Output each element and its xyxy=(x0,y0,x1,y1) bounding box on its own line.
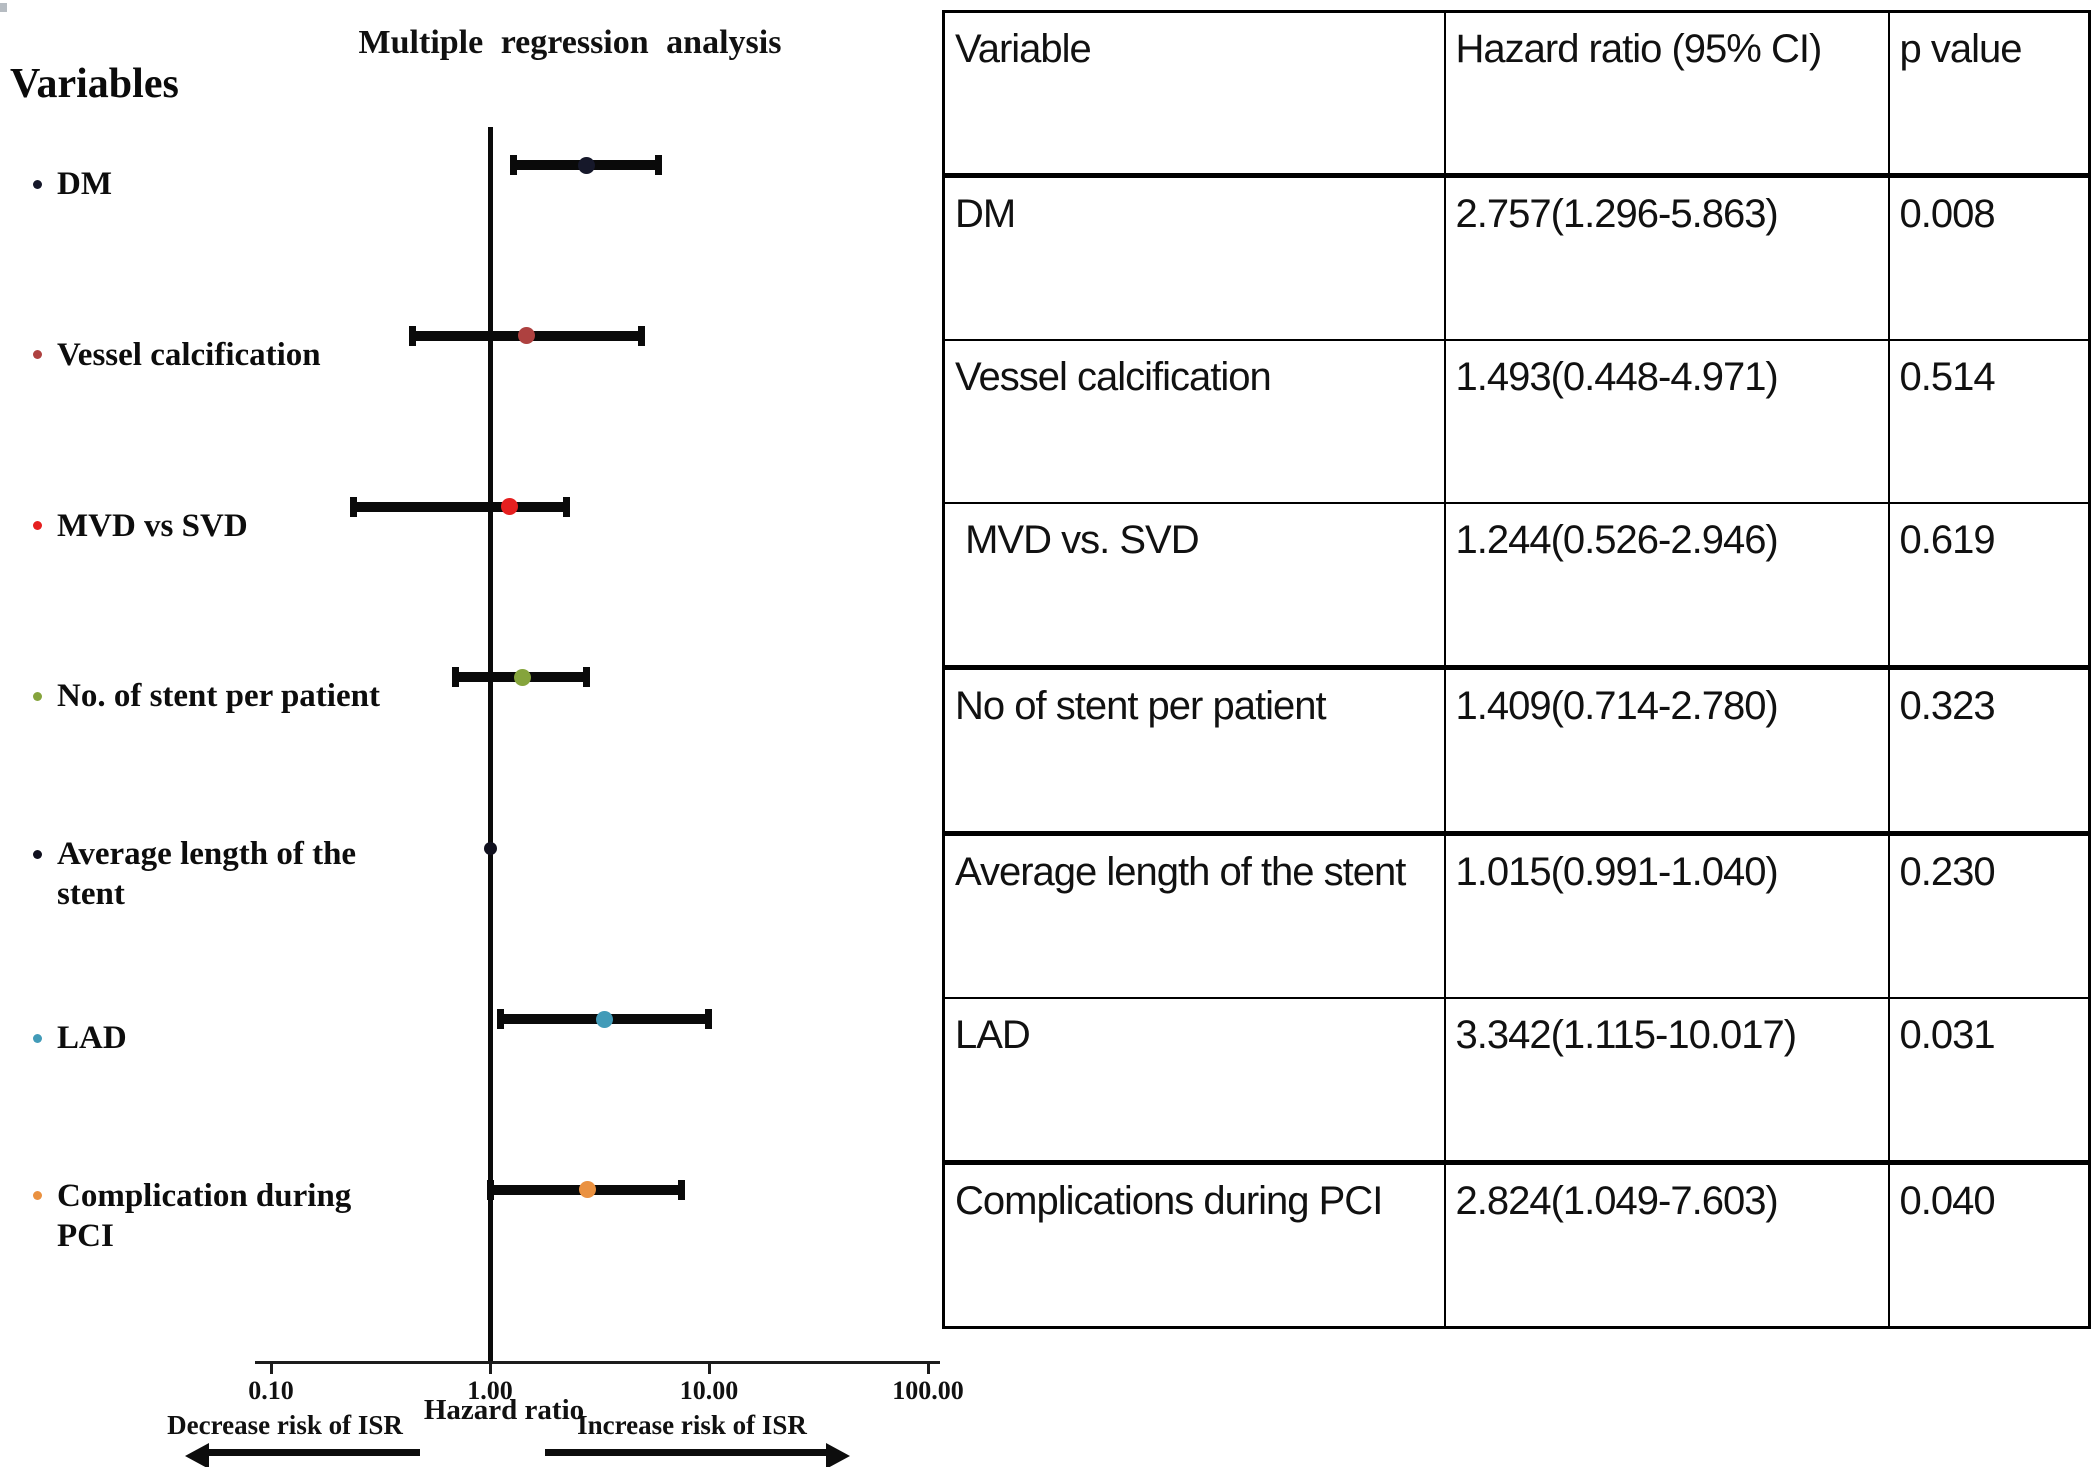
reference-line-hr-1 xyxy=(488,127,493,1363)
variable-label-line: No. of stent per patient xyxy=(57,678,380,715)
table-cell: 0.514 xyxy=(1887,339,2091,504)
point-estimate-dot xyxy=(518,327,536,345)
table-cell: 2.757(1.296-5.863) xyxy=(1443,174,1890,341)
table-header-cell: p value xyxy=(1887,10,2091,178)
table-cell: 1.015(0.991-1.040) xyxy=(1443,832,1890,999)
variable-bullet-icon xyxy=(33,691,42,701)
increase-risk-label: Increase risk of ISR xyxy=(577,1410,807,1440)
point-estimate-dot xyxy=(578,156,596,174)
point-estimate-dot xyxy=(579,1181,597,1199)
decrease-risk-label: Decrease risk of ISR xyxy=(167,1410,403,1440)
variable-bullet-icon xyxy=(33,350,42,360)
axis-tick-label: 100.00 xyxy=(892,1376,964,1405)
variable-label-line: Complication during xyxy=(57,1177,352,1214)
axis-tick-label: 0.10 xyxy=(248,1376,294,1405)
variable-label: Complication during PCI xyxy=(57,1176,351,1256)
axis-tick xyxy=(488,1363,492,1374)
table-cell: MVD vs. SVD xyxy=(942,502,1446,670)
variable-label-line: Average length of the xyxy=(57,836,357,873)
variable-label: Average length of the stent xyxy=(57,834,356,914)
axis-tick xyxy=(269,1363,273,1374)
ci-cap-right xyxy=(562,496,570,517)
plot-title: Multiple regression analysis xyxy=(358,24,782,61)
table-cell: 0.230 xyxy=(1887,832,2091,999)
variable-label-line: LAD xyxy=(57,1020,127,1056)
table-cell: LAD xyxy=(942,997,1446,1165)
variable-bullet-icon xyxy=(33,179,42,189)
variable-label: LAD xyxy=(57,1018,127,1058)
table-cell: Vessel calcification xyxy=(942,339,1446,504)
table-cell: 1.409(0.714-2.780) xyxy=(1443,666,1890,836)
decrease-arrow-head-icon xyxy=(185,1443,209,1467)
table-cell: 0.040 xyxy=(1887,1161,2091,1329)
variable-label-line: MVD vs SVD xyxy=(57,507,248,544)
variable-label: Vessel calcification xyxy=(57,335,321,375)
variable-bullet-icon xyxy=(33,1033,42,1043)
table-cell: 1.493(0.448-4.971) xyxy=(1443,339,1890,504)
table-cell: 0.031 xyxy=(1887,997,2091,1165)
ci-cap-right xyxy=(678,1179,686,1200)
variable-label-line: stent xyxy=(57,876,125,913)
ci-cap-left xyxy=(509,155,517,175)
increase-arrow-shaft xyxy=(545,1449,830,1456)
variable-label: DM xyxy=(57,164,112,204)
axis-tick-label: 10.00 xyxy=(679,1376,739,1405)
regression-results-table: Variable Hazard ratio (95% CI) p value DM 2.… xyxy=(942,10,2091,1329)
ci-cap-left xyxy=(350,496,358,517)
table-cell: Complications during PCI xyxy=(942,1161,1446,1329)
ci-cap-right xyxy=(655,155,663,175)
ci-cap-left xyxy=(452,667,460,688)
ci-cap-left xyxy=(409,325,417,346)
table-cell: Average length of the stent xyxy=(942,832,1446,999)
axis-tick-label: 1.00 xyxy=(467,1376,513,1405)
table-cell: No of stent per patient xyxy=(942,666,1446,836)
variable-bullet-icon xyxy=(33,521,42,531)
point-estimate-dot xyxy=(501,498,519,516)
variables-heading: Variables xyxy=(10,61,179,107)
table-cell: 0.619 xyxy=(1887,502,2091,670)
table-cell: 2.824(1.049-7.603) xyxy=(1443,1161,1890,1329)
variable-label: No. of stent per patient xyxy=(57,676,380,716)
variable-bullet-icon xyxy=(33,1191,42,1201)
table-cell: DM xyxy=(942,174,1446,341)
ci-cap-right xyxy=(704,1009,712,1029)
variable-label-line: Vessel calcification xyxy=(57,336,321,373)
ci-cap-right xyxy=(582,667,590,688)
variable-label-line: PCI xyxy=(57,1217,114,1254)
table-cell: 1.244(0.526-2.946) xyxy=(1443,502,1890,670)
table-cell: 0.323 xyxy=(1887,666,2091,836)
axis-tick xyxy=(707,1363,711,1374)
x-axis-title: Hazard ratio xyxy=(423,1394,585,1426)
point-estimate-dot xyxy=(483,841,497,855)
table-header-cell: Hazard ratio (95% CI) xyxy=(1443,10,1890,178)
variable-label-line: DM xyxy=(57,166,112,202)
point-estimate-dot xyxy=(513,668,531,686)
x-axis-line xyxy=(255,1361,940,1364)
table-header-cell: Variable xyxy=(942,10,1446,178)
variable-label: MVD vs SVD xyxy=(57,506,248,546)
variable-bullet-icon xyxy=(33,849,42,859)
scan-artifact xyxy=(0,3,7,12)
point-estimate-dot xyxy=(595,1010,613,1028)
table-cell: 3.342(1.115-10.017) xyxy=(1443,997,1890,1165)
axis-tick xyxy=(926,1363,930,1374)
table-cell: 0.008 xyxy=(1887,174,2091,341)
ci-cap-left xyxy=(487,1179,494,1200)
ci-bar xyxy=(353,501,567,512)
increase-arrow-head-icon xyxy=(826,1443,850,1467)
ci-cap-left xyxy=(496,1009,504,1029)
ci-cap-right xyxy=(638,325,646,346)
decrease-arrow-shaft xyxy=(205,1449,420,1456)
